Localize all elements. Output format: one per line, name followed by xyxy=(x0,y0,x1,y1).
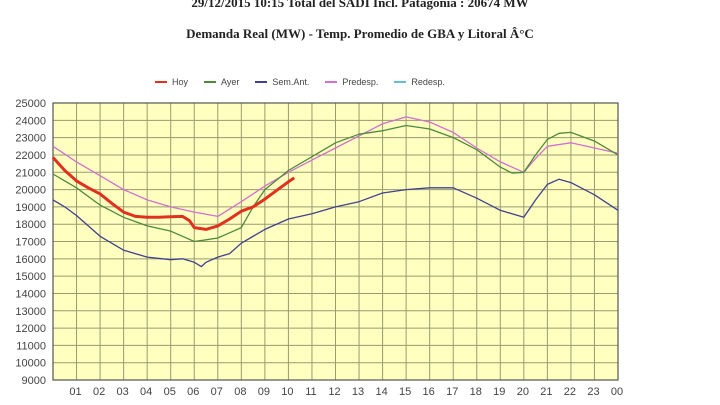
legend: Hoy Ayer Sem.Ant. Predesp. Redesp. xyxy=(155,77,445,87)
x-tick-label: 21 xyxy=(540,386,552,398)
x-tick-label: 01 xyxy=(69,386,81,398)
x-tick-label: 05 xyxy=(164,386,176,398)
y-tick-label: 21000 xyxy=(15,167,46,179)
legend-label: Hoy xyxy=(172,77,189,87)
y-tick-label: 9000 xyxy=(22,375,46,387)
x-tick-label: 00 xyxy=(611,386,623,398)
y-tick-label: 15000 xyxy=(15,271,46,283)
x-tick-label: 20 xyxy=(517,386,529,398)
plot-border xyxy=(52,102,619,381)
series-line-ayer xyxy=(52,124,619,243)
x-tick-label: 03 xyxy=(117,386,129,398)
x-tick-label: 19 xyxy=(493,386,505,398)
x-tick-label: 11 xyxy=(305,386,316,398)
legend-item: Hoy xyxy=(155,77,188,87)
y-tick-label: 19000 xyxy=(15,202,46,214)
x-tick-label: 12 xyxy=(328,386,340,398)
x-tick-label: 08 xyxy=(234,386,246,398)
y-tick-label: 24000 xyxy=(15,115,46,127)
y-tick-label: 13000 xyxy=(15,306,46,318)
x-tick-label: 22 xyxy=(564,386,576,398)
legend-item: Sem.Ant. xyxy=(255,77,309,87)
x-tick-label: 10 xyxy=(281,386,293,398)
legend-swatch xyxy=(394,81,407,83)
x-tick-label: 15 xyxy=(399,386,411,398)
y-tick-label: 18000 xyxy=(15,219,46,231)
legend-swatch xyxy=(325,81,338,83)
legend-swatch xyxy=(255,81,268,83)
y-tick-label: 12000 xyxy=(15,323,46,335)
x-tick-label: 18 xyxy=(470,386,482,398)
legend-item: Predesp. xyxy=(325,77,378,87)
y-tick-label: 10000 xyxy=(15,358,46,370)
legend-label: Redesp. xyxy=(411,77,445,87)
series-line-semant xyxy=(52,178,619,268)
legend-label: Sem.Ant. xyxy=(272,77,310,87)
legend-item: Ayer xyxy=(204,77,239,87)
y-tick-label: 23000 xyxy=(15,133,46,145)
chart-subtitle: Demanda Real (MW) - Temp. Promedio de GB… xyxy=(186,26,534,41)
x-tick-label: 16 xyxy=(423,386,435,398)
legend-swatch xyxy=(204,81,217,83)
series-line-hoy xyxy=(51,156,296,231)
y-tick-label: 22000 xyxy=(15,150,46,162)
x-tick-label: 04 xyxy=(140,386,152,398)
x-tick-label: 14 xyxy=(375,386,387,398)
legend-label: Ayer xyxy=(221,77,240,87)
x-tick-label: 13 xyxy=(352,386,364,398)
legend-label: Predesp. xyxy=(342,77,379,87)
x-tick-label: 06 xyxy=(187,386,199,398)
legend-swatch xyxy=(155,81,167,83)
chart-title: 29/12/2015 10:15 Total del SADI Incl. Pa… xyxy=(191,0,529,10)
y-tick-label: 25000 xyxy=(15,98,46,110)
y-tick-label: 20000 xyxy=(15,185,46,197)
series-line-predesp xyxy=(52,116,619,218)
y-tick-label: 11000 xyxy=(16,340,46,352)
x-tick-label: 02 xyxy=(93,386,105,398)
x-tick-label: 09 xyxy=(258,386,270,398)
y-tick-label: 16000 xyxy=(15,254,46,266)
y-tick-label: 17000 xyxy=(15,237,46,249)
y-tick-label: 14000 xyxy=(15,288,46,300)
x-tick-label: 23 xyxy=(587,386,599,398)
x-tick-label: 17 xyxy=(446,386,458,398)
x-tick-label: 07 xyxy=(211,386,223,398)
legend-item: Redesp. xyxy=(394,77,445,87)
